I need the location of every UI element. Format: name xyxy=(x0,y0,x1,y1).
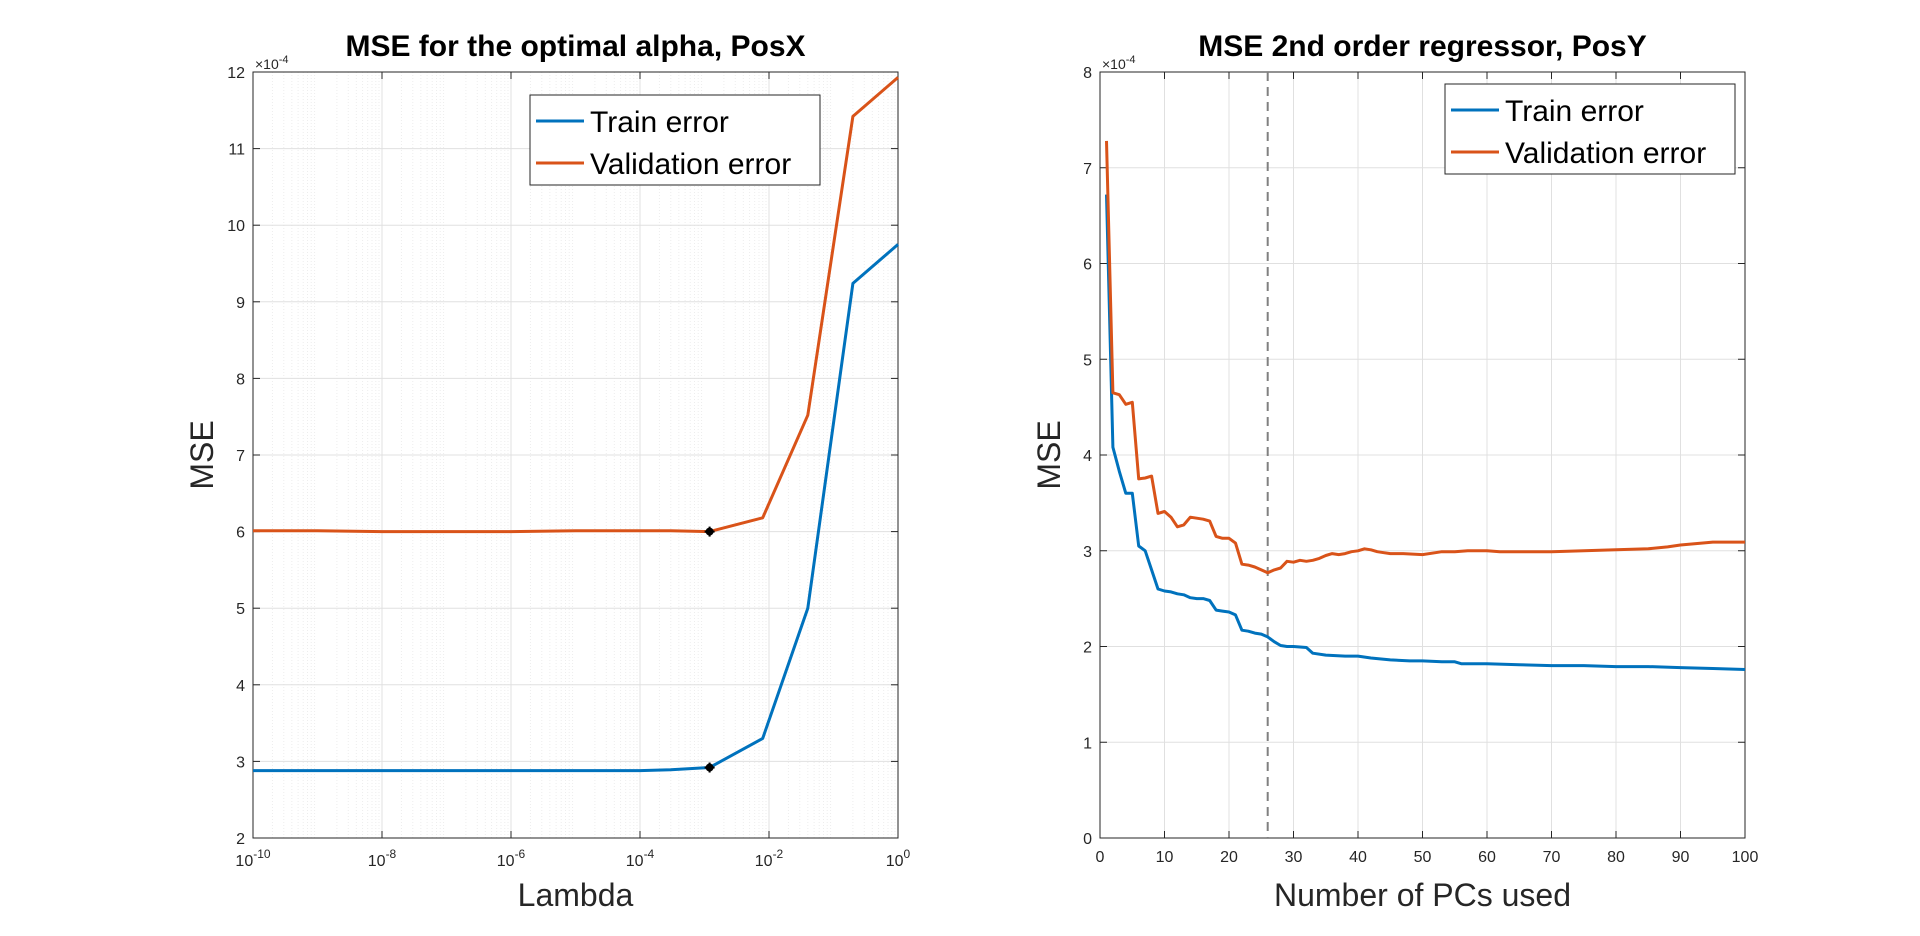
y-tick-label: 1 xyxy=(1083,735,1092,752)
x-tick-label: 10-4 xyxy=(626,847,655,870)
chart-posy-ticks: 0 10 20 30 40 50 60 70 80 90 100 0 1 2 3 4 5 6 7 8 xyxy=(1083,65,1758,866)
x-tick-power: 0 xyxy=(904,847,911,861)
chart-posx-markers xyxy=(704,526,715,773)
y-tick-label: 7 xyxy=(1083,161,1092,178)
y-tick-label: 6 xyxy=(1083,257,1092,274)
y-tick-label: 2 xyxy=(236,831,245,848)
x-tick-label: 10 xyxy=(1156,849,1174,866)
x-tick-label: 10-6 xyxy=(497,847,526,870)
chart-posx-y-exponent: ×10-4 xyxy=(255,54,289,72)
y-tick-label: 11 xyxy=(228,142,245,159)
y-tick-label: 4 xyxy=(1083,448,1092,465)
x-tick-power: -10 xyxy=(253,847,271,861)
legend-label: Train error xyxy=(1505,95,1644,128)
series-line-train-error xyxy=(1105,194,1746,671)
optimal-point-marker xyxy=(704,526,715,537)
chart-posx-y-axis-label: MSE xyxy=(184,420,220,489)
x-tick-label: 10-8 xyxy=(368,847,397,870)
chart-posy-series xyxy=(1105,140,1746,671)
x-tick-power: -2 xyxy=(773,847,784,861)
x-tick-base: 10 xyxy=(626,853,644,870)
y-tick-label: 3 xyxy=(1083,544,1092,561)
x-tick-base: 10 xyxy=(755,853,773,870)
x-tick-label: 70 xyxy=(1543,849,1561,866)
x-tick-label: 60 xyxy=(1478,849,1496,866)
chart-posy-y-exponent-power: -4 xyxy=(1126,54,1136,66)
y-tick-label: 0 xyxy=(1083,831,1092,848)
series-line-validation-error xyxy=(253,76,899,534)
x-tick-base: 10 xyxy=(235,853,253,870)
legend-box xyxy=(1444,83,1736,175)
y-tick-label: 3 xyxy=(236,754,245,771)
legend-box xyxy=(529,94,821,186)
y-tick-label: 8 xyxy=(1083,65,1092,82)
legend-label: Validation error xyxy=(590,148,791,181)
chart-posx-x-axis-label: Lambda xyxy=(518,877,634,913)
x-tick-label: 40 xyxy=(1349,849,1367,866)
chart-posy: 0 10 20 30 40 50 60 70 80 90 100 0 1 2 3 4 5 6 7 8 MSE 2nd … xyxy=(1031,30,1758,913)
y-tick-label: 2 xyxy=(1083,640,1092,657)
y-tick-label: 5 xyxy=(236,601,245,618)
chart-posy-y-exponent-base: ×10 xyxy=(1102,56,1126,72)
chart-posx-title: MSE for the optimal alpha, PosX xyxy=(345,30,805,63)
legend-label: Validation error xyxy=(1505,137,1706,170)
legend-label: Train error xyxy=(590,106,729,139)
x-tick-base: 10 xyxy=(497,853,515,870)
y-tick-label: 4 xyxy=(236,678,245,695)
chart-posx-series xyxy=(253,76,899,773)
x-tick-base: 10 xyxy=(886,853,904,870)
x-tick-label: 80 xyxy=(1607,849,1625,866)
chart-posy-title: MSE 2nd order regressor, PosY xyxy=(1198,30,1647,63)
x-tick-label: 90 xyxy=(1672,849,1690,866)
optimal-point-marker xyxy=(704,762,715,773)
x-tick-label: 100 xyxy=(886,847,911,870)
x-tick-base: 10 xyxy=(368,853,386,870)
y-tick-label: 6 xyxy=(236,525,245,542)
x-tick-label: 10-2 xyxy=(755,847,784,870)
chart-posy-y-exponent: ×10-4 xyxy=(1102,54,1136,72)
x-tick-power: -4 xyxy=(644,847,655,861)
series-line-train-error xyxy=(253,243,899,773)
chart-posx-y-exponent-base: ×10 xyxy=(255,56,279,72)
series-line-validation-error xyxy=(1105,140,1745,575)
x-tick-label: 0 xyxy=(1096,849,1105,866)
chart-posx-legend: Train error Validation error xyxy=(529,94,821,186)
y-tick-label: 12 xyxy=(227,65,245,82)
x-tick-label: 50 xyxy=(1414,849,1432,866)
x-tick-power: -6 xyxy=(515,847,526,861)
y-tick-label: 9 xyxy=(236,295,245,312)
y-tick-label: 5 xyxy=(1083,352,1092,369)
x-tick-label: 20 xyxy=(1220,849,1238,866)
chart-posy-legend: Train error Validation error xyxy=(1444,83,1736,175)
x-tick-label: 30 xyxy=(1285,849,1303,866)
chart-posx-grid xyxy=(252,71,899,839)
chart-posx-y-exponent-power: -4 xyxy=(279,54,289,66)
x-tick-label: 100 xyxy=(1732,849,1759,866)
y-tick-label: 10 xyxy=(227,218,245,235)
chart-posy-grid xyxy=(1099,71,1746,839)
y-tick-label: 8 xyxy=(236,371,245,388)
chart-posy-x-axis-label: Number of PCs used xyxy=(1274,877,1571,913)
y-tick-label: 7 xyxy=(236,448,245,465)
x-tick-power: -8 xyxy=(386,847,397,861)
chart-posy-y-axis-label: MSE xyxy=(1031,420,1067,489)
x-tick-label: 10-10 xyxy=(235,847,270,870)
